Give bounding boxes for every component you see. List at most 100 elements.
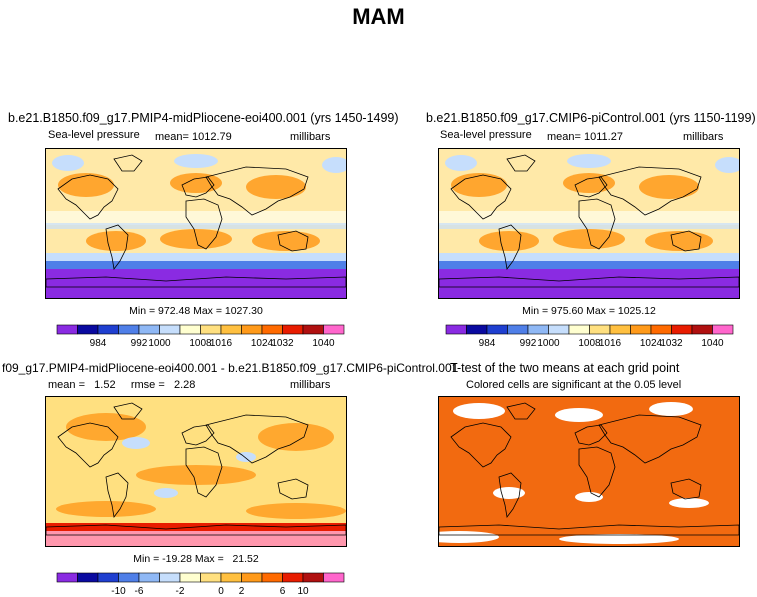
polar-low (46, 269, 346, 298)
colorbar-swatch (548, 324, 570, 335)
continent-outline (578, 198, 616, 250)
continent-outline (105, 224, 129, 270)
non-significant-area (649, 402, 693, 416)
continent-outline (439, 524, 739, 536)
panel-2-colorbar: 984 992 1000 1008 1016 1024 1032 1040 (445, 324, 734, 351)
colorbar-swatch (589, 324, 611, 335)
low-pressure-cell (174, 154, 218, 168)
colorbar-tick-label: 1024 (251, 338, 274, 349)
colorbar-tick-label: 992 (520, 338, 537, 349)
negative-anomaly (122, 437, 150, 449)
colorbar-swatch (138, 572, 160, 583)
high-pressure-cell (451, 173, 507, 197)
colorbar-swatch (671, 324, 693, 335)
panel-4-title: T-test of the two means at each grid poi… (450, 361, 680, 375)
colorbar-swatch (302, 572, 324, 583)
non-significant-area (439, 531, 499, 543)
continent-outline (450, 174, 512, 220)
colorbar-tick-label: 1008 (189, 338, 212, 349)
panel-2-map-svg (439, 149, 739, 298)
continent-outline (450, 422, 512, 468)
negative-anomaly (236, 452, 256, 462)
colorbar-swatch (77, 572, 99, 583)
colorbar-swatch (507, 324, 529, 335)
high-pressure-cell (86, 231, 146, 251)
continent-outline (205, 414, 309, 464)
colorbar-swatch (650, 324, 672, 335)
panel-2-variable: Sea-level pressure (440, 129, 532, 141)
continent-outline (57, 174, 119, 220)
continent-outline (46, 524, 346, 536)
non-significant-area (453, 403, 505, 419)
colorbar-tick-label: 992 (131, 338, 148, 349)
non-significant-area (555, 408, 603, 422)
panel-2-mean: mean= 1011.27 (547, 131, 623, 143)
continent-outline (113, 402, 143, 420)
storm-belt-outer (46, 253, 346, 261)
colorbar-tick-label: 1008 (578, 338, 601, 349)
storm-belt (46, 261, 346, 269)
colorbar-swatch (179, 572, 201, 583)
colorbar-tick-label: 1040 (701, 338, 724, 349)
equatorial-band (439, 211, 739, 225)
continent-outline (598, 414, 702, 464)
colorbar-swatch (138, 324, 160, 335)
continent-outline (277, 230, 309, 252)
continent-outline (205, 166, 309, 216)
colorbar-swatch (486, 324, 508, 335)
non-significant-area (669, 498, 709, 508)
low-pressure-cell (322, 157, 346, 173)
non-significant-area (575, 492, 603, 502)
panel-4-map (438, 396, 740, 547)
colorbar-swatch (630, 324, 652, 335)
continent-outline (506, 154, 536, 172)
colorbar-swatch (691, 324, 713, 335)
figure-title: MAM (352, 4, 405, 29)
low-pressure-cell (715, 157, 739, 173)
continent-outline (277, 478, 309, 500)
positive-anomaly (258, 423, 334, 451)
panel-1-minmax: Min = 972.48 Max = 1027.30 (129, 305, 263, 317)
colorbar-tick-label: 10 (297, 586, 309, 597)
colorbar-tick-label: 1016 (599, 338, 622, 349)
colorbar-tick-label: 6 (280, 586, 286, 597)
polar-anomaly-strong (46, 531, 346, 546)
continent-outline (46, 276, 346, 288)
positive-anomaly (246, 503, 346, 519)
colorbar-swatch (466, 324, 488, 335)
colorbar-swatch (179, 324, 201, 335)
panel-4-subtitle: Colored cells are significant at the 0.0… (466, 379, 682, 391)
colorbar-swatch (97, 572, 119, 583)
continent-outline (181, 176, 215, 198)
colorbar-swatch (118, 324, 140, 335)
continent-outline (506, 402, 536, 420)
storm-belt (439, 261, 739, 269)
colorbar-swatch (609, 324, 631, 335)
polar-low (439, 269, 739, 298)
colorbar-swatch (445, 324, 467, 335)
colorbar-tick-label: 1032 (660, 338, 683, 349)
continent-outline (181, 424, 215, 446)
colorbar-tick-label: 1016 (210, 338, 233, 349)
colorbar-swatch (200, 324, 222, 335)
colorbar-swatch (56, 324, 78, 335)
colorbar-swatch (261, 572, 283, 583)
panel-3-units: millibars (290, 379, 331, 391)
equatorial-low (439, 223, 739, 229)
panel-3-map (45, 396, 347, 547)
high-pressure-cell (639, 175, 699, 199)
negative-anomaly (154, 488, 178, 498)
colorbar-tick-label: 0 (218, 586, 224, 597)
continent-outline (439, 276, 739, 288)
colorbar-swatch (200, 572, 222, 583)
colorbar-swatch (118, 572, 140, 583)
non-significant-area (559, 534, 679, 544)
colorbar-tick-label: 2 (239, 586, 245, 597)
panel-2-map (438, 148, 740, 299)
panel-3-minmax: Min = -19.28 Max = 21.52 (133, 553, 259, 565)
continent-outline (670, 478, 702, 500)
high-pressure-cell (246, 175, 306, 199)
colorbar-swatch (282, 572, 304, 583)
continent-outline (578, 446, 616, 498)
low-pressure-cell (52, 155, 84, 171)
